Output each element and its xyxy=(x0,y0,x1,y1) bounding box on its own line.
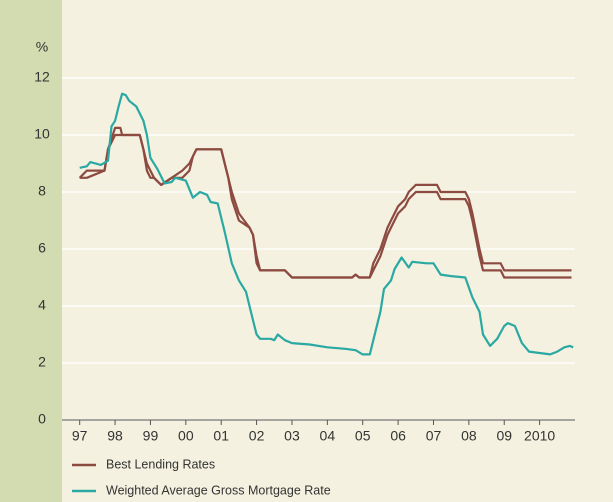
line xyxy=(79,133,572,279)
x-tick-label: 05 xyxy=(355,428,371,444)
line xyxy=(79,92,574,356)
x-tick-label: 08 xyxy=(461,428,477,444)
x-tick-label: 97 xyxy=(72,428,88,444)
y-tick-label: 6 xyxy=(38,240,46,256)
x-tick-label: 2010 xyxy=(524,428,555,444)
y-tick-label: 4 xyxy=(38,297,46,313)
x-tick-label: 99 xyxy=(143,428,159,444)
y-tick-label: 12 xyxy=(34,69,50,85)
x-tick-label: 98 xyxy=(107,428,123,444)
x-tick-label: 02 xyxy=(249,428,265,444)
x-tick-label: 01 xyxy=(213,428,229,444)
y-tick-label: 8 xyxy=(38,183,46,199)
legend-label: Best Lending Rates xyxy=(106,457,215,471)
y-unit: % xyxy=(36,39,48,55)
x-tick-label: 00 xyxy=(178,428,194,444)
y-tick-label: 0 xyxy=(38,411,46,427)
x-tick-label: 03 xyxy=(284,428,300,444)
side-band xyxy=(0,0,62,502)
x-tick-label: 04 xyxy=(320,428,336,444)
y-tick-label: 10 xyxy=(34,126,50,142)
x-tick-label: 09 xyxy=(496,428,512,444)
x-tick-label: 06 xyxy=(390,428,406,444)
legend-label: Weighted Average Gross Mortgage Rate xyxy=(106,483,331,497)
x-tick-label: 07 xyxy=(426,428,442,444)
y-tick-label: 2 xyxy=(38,354,46,370)
